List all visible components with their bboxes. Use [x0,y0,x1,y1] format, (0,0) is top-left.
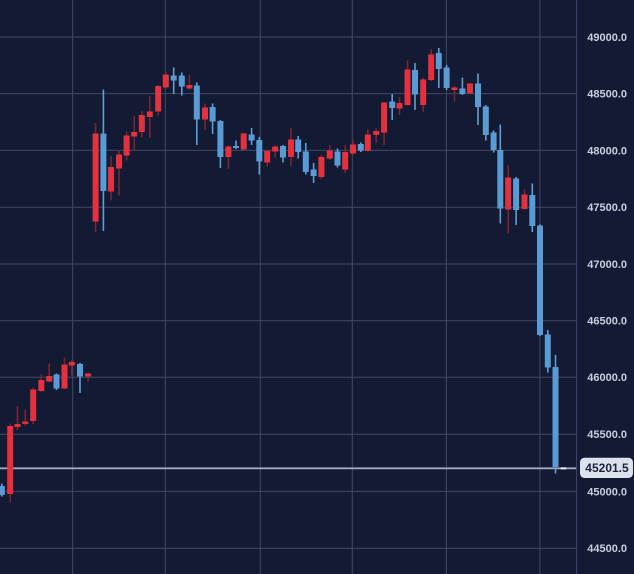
svg-text:48000.0: 48000.0 [587,145,627,157]
svg-text:47000.0: 47000.0 [587,259,627,271]
svg-text:45500.0: 45500.0 [587,429,627,441]
svg-text:45201.5: 45201.5 [585,461,629,475]
svg-text:46500.0: 46500.0 [587,316,627,328]
svg-text:44500.0: 44500.0 [587,543,627,555]
svg-text:46000.0: 46000.0 [587,372,627,384]
svg-text:45000.0: 45000.0 [587,486,627,498]
svg-text:49000.0: 49000.0 [587,32,627,44]
svg-text:47500.0: 47500.0 [587,202,627,214]
svg-text:48500.0: 48500.0 [587,89,627,101]
